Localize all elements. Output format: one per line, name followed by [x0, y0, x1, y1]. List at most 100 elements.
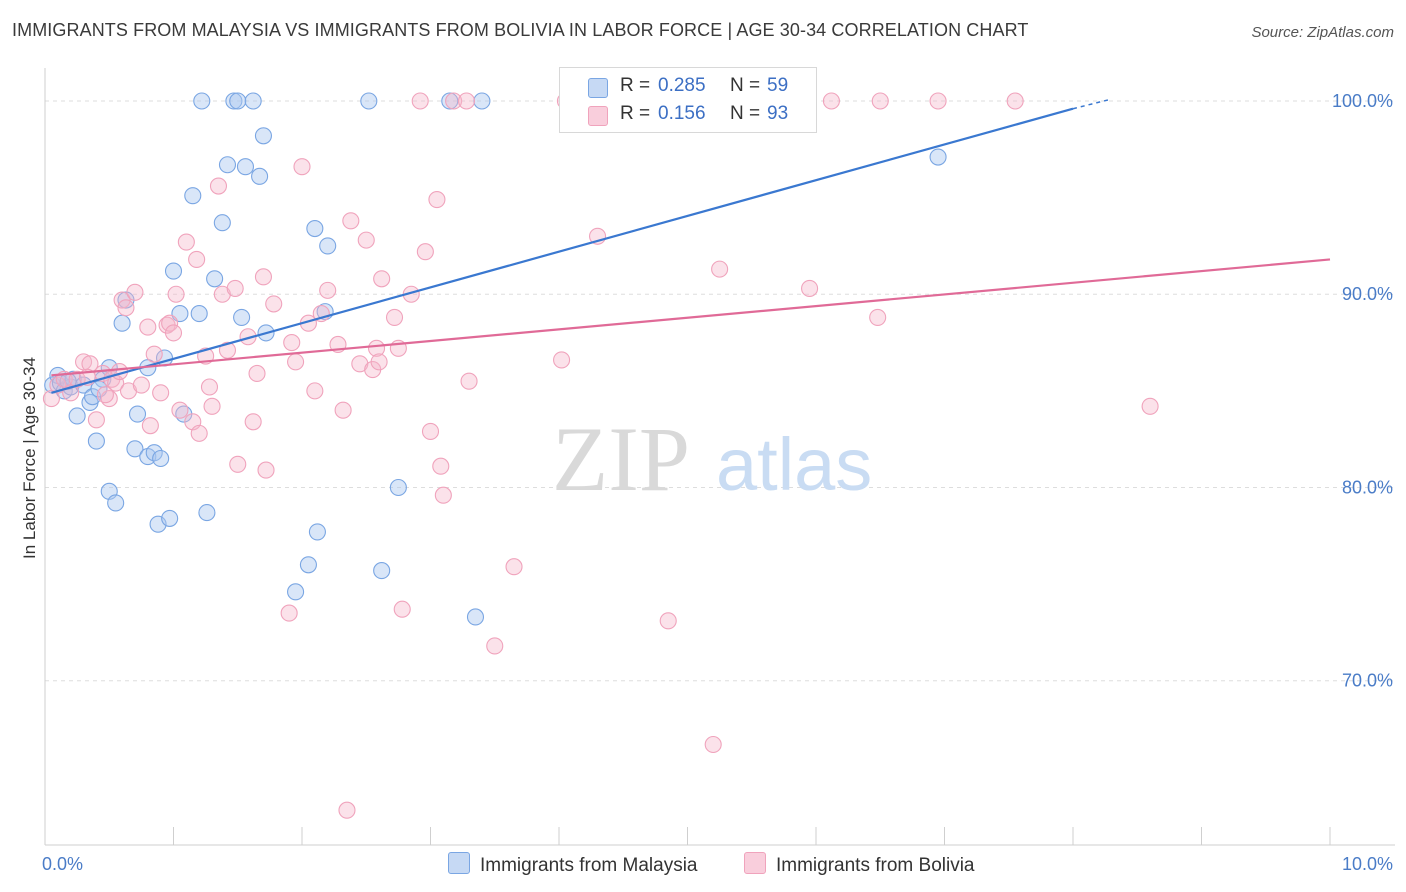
malaysia-point: [929, 148, 947, 166]
bolivia-point: [113, 291, 131, 309]
bottom-label-malaysia: Immigrants from Malaysia: [480, 855, 698, 876]
legend-swatch-malaysia: [588, 78, 608, 98]
correlation-legend: R = 0.285 N = 59 R = 0.156 N = 93: [559, 67, 817, 133]
malaysia-point: [218, 156, 237, 174]
malaysia-point: [287, 583, 305, 601]
chart-title: IMMIGRANTS FROM MALAYSIA VS IMMIGRANTS F…: [12, 20, 1029, 40]
malaysia-point: [213, 214, 231, 232]
bottom-legend-bolivia: Immigrants from Bolivia: [744, 852, 975, 877]
bolivia-point: [287, 353, 305, 371]
bolivia-point: [265, 295, 283, 313]
malaysia-point: [126, 440, 144, 458]
bolivia-point: [87, 411, 105, 429]
malaysia-trend-line: [51, 107, 1074, 394]
bolivia-trend-line: [51, 258, 1331, 377]
bolivia-point: [338, 801, 356, 819]
legend-swatch-bolivia: [588, 106, 608, 126]
bolivia-point: [357, 231, 375, 249]
bolivia-point: [393, 600, 411, 618]
bolivia-point: [171, 401, 189, 419]
y-tick-label: 100.0%: [1332, 91, 1393, 111]
bolivia-point: [334, 401, 352, 419]
data-points: [42, 92, 1159, 819]
malaysia-point: [308, 523, 326, 541]
bolivia-point: [177, 233, 195, 251]
bolivia-point: [486, 637, 504, 655]
bolivia-point: [385, 308, 404, 326]
bottom-label-bolivia: Immigrants from Bolivia: [776, 855, 975, 876]
legend-n-value: 59: [767, 75, 789, 96]
bolivia-point: [161, 314, 179, 332]
bolivia-point: [132, 376, 150, 394]
legend-row-bolivia: R = 0.156 N = 93: [560, 100, 816, 130]
x-tick-label: 10.0%: [1342, 854, 1393, 874]
malaysia-point: [251, 167, 269, 185]
malaysia-point: [128, 405, 147, 423]
bolivia-point: [869, 308, 887, 326]
bolivia-point: [229, 455, 247, 473]
malaysia-point: [107, 494, 125, 512]
bolivia-point: [711, 260, 729, 278]
source-label: Source: ZipAtlas.com: [1251, 24, 1394, 41]
bottom-legend-malaysia: Immigrants from Malaysia: [448, 852, 698, 877]
watermark-zip: ZIP: [552, 408, 690, 510]
grid-lines: [45, 100, 1395, 682]
malaysia-point: [184, 187, 202, 205]
legend-n-value: 93: [767, 103, 789, 124]
bolivia-point: [218, 341, 237, 359]
bolivia-point: [188, 250, 206, 269]
malaysia-point: [244, 92, 262, 110]
malaysia-point: [441, 92, 459, 110]
malaysia-point: [233, 308, 251, 326]
bolivia-point: [306, 382, 324, 400]
bolivia-point: [373, 270, 391, 288]
bolivia-point: [428, 190, 446, 209]
bolivia-point: [167, 285, 185, 303]
legend-r-value: 0.156: [658, 103, 706, 124]
malaysia-point: [225, 92, 243, 110]
bolivia-point: [445, 92, 463, 110]
bolivia-point: [342, 212, 360, 230]
bolivia-point: [248, 364, 266, 383]
bolivia-point: [319, 281, 337, 299]
bolivia-point: [457, 92, 476, 110]
malaysia-point: [236, 158, 255, 176]
bolivia-point: [200, 378, 219, 396]
bolivia-point: [370, 353, 388, 371]
y-tick-label: 80.0%: [1342, 477, 1393, 497]
axes: [44, 68, 1395, 846]
bolivia-point: [411, 92, 429, 110]
bolivia-point: [659, 612, 677, 630]
bolivia-point: [367, 339, 386, 357]
bottom-swatch-bolivia: [744, 852, 766, 874]
legend-r-label: R =: [620, 75, 651, 96]
malaysia-point: [229, 92, 247, 110]
bolivia-point: [145, 345, 163, 363]
bolivia-point: [822, 92, 840, 110]
bolivia-point: [505, 558, 523, 576]
legend-n-label: N =: [730, 75, 761, 96]
bolivia-point: [704, 735, 722, 754]
bolivia-point: [421, 422, 440, 440]
bolivia-point: [209, 177, 228, 195]
legend-n-label: N =: [730, 103, 761, 124]
bolivia-point: [96, 386, 114, 404]
bolivia-point: [929, 92, 947, 110]
malaysia-point: [254, 127, 273, 145]
bolivia-point: [226, 279, 244, 297]
watermark: ZIP atlas: [552, 408, 872, 510]
bolivia-point: [126, 283, 144, 301]
bolivia-point: [283, 333, 301, 352]
malaysia-point: [473, 92, 491, 110]
malaysia-point: [360, 92, 378, 110]
malaysia-point: [68, 407, 86, 425]
malaysia-point: [87, 432, 105, 450]
bolivia-point: [1141, 397, 1159, 415]
malaysia-point: [299, 556, 317, 574]
y-axis-label: In Labor Force | Age 30-34: [20, 357, 39, 559]
bolivia-point: [293, 158, 311, 176]
legend-r-value: 0.285: [658, 75, 706, 96]
bolivia-point: [139, 318, 157, 336]
bolivia-point: [190, 424, 208, 442]
